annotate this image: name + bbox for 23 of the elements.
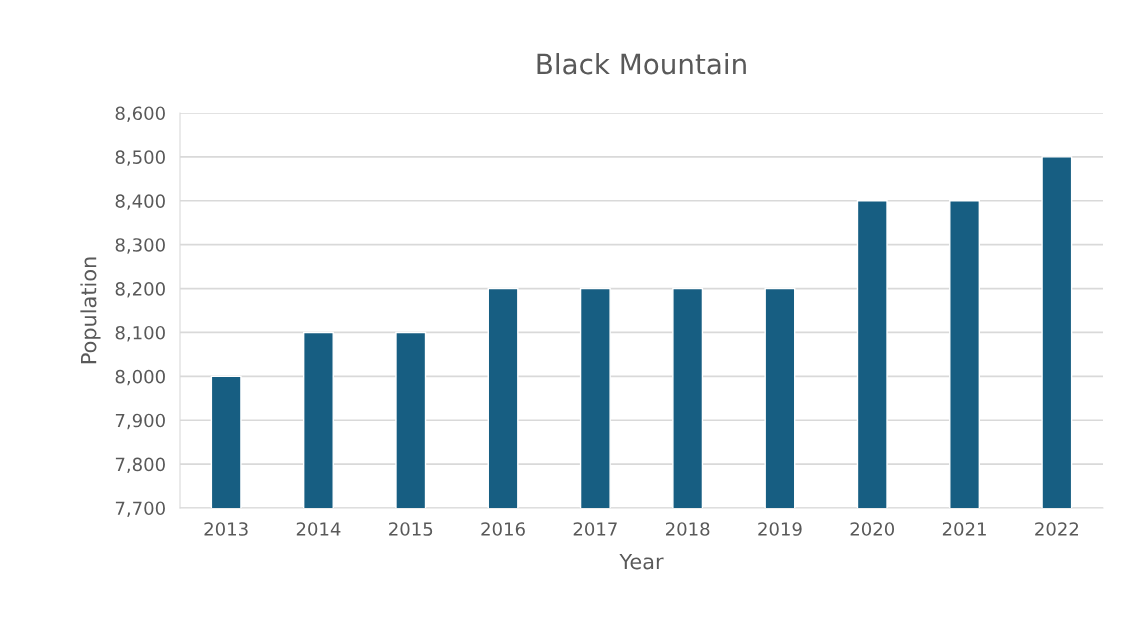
y-tick-label: 8,600 [115, 106, 165, 122]
y-tick-label: 8,000 [115, 369, 165, 386]
y-tick-label: 7,800 [115, 457, 165, 474]
y-tick-label: 7,700 [115, 501, 165, 517]
y-axis-title: Population [80, 257, 101, 364]
y-tick-label: 7,900 [115, 413, 165, 430]
y-tick-label: 8,500 [115, 150, 165, 166]
x-tick-label: 2017 [573, 522, 617, 536]
y-tick-label: 8,300 [115, 238, 165, 254]
x-tick-label: 2013 [204, 522, 248, 536]
x-tick-label: 2016 [481, 522, 525, 536]
y-tick-label: 8,200 [115, 282, 165, 298]
chart-title: Black Mountain [537, 53, 746, 75]
x-tick-label: 2021 [942, 522, 986, 536]
x-tick-label: 2014 [296, 522, 341, 536]
y-tick-label: 8,400 [115, 194, 165, 210]
y-tick-label: 8,100 [115, 325, 165, 342]
x-tick-label: 2022 [1035, 522, 1079, 536]
x-tick-label: 2019 [758, 522, 802, 536]
x-tick-label: 2015 [389, 522, 433, 536]
x-tick-label: 2018 [666, 522, 710, 536]
x-tick-label: 2020 [850, 522, 895, 536]
x-axis-title: Year [619, 553, 664, 570]
